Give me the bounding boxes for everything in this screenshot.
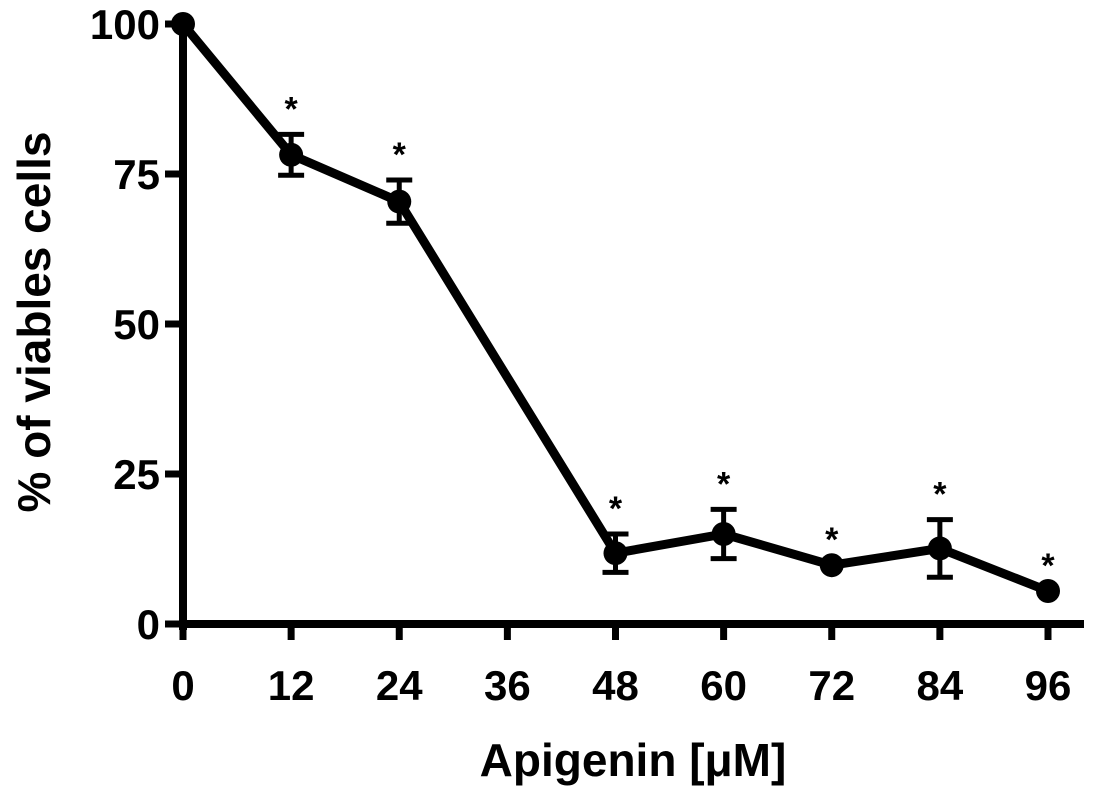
data-point	[387, 189, 412, 214]
significance-marker: *	[1041, 547, 1055, 585]
y-tick-label: 50	[113, 301, 160, 348]
significance-marker: *	[393, 136, 407, 174]
y-tick-label: 0	[137, 601, 160, 648]
x-tick-label: 60	[700, 662, 747, 709]
x-tick-label: 0	[171, 662, 194, 709]
data-point	[711, 522, 736, 546]
data-point	[819, 553, 844, 578]
data-point	[279, 142, 304, 167]
x-axis-label: Apigenin [μM]	[480, 734, 787, 786]
y-axis-label: % of viables cells	[8, 132, 60, 513]
x-tick-label: 12	[268, 662, 315, 709]
plot-area: * * * * * * *	[171, 12, 1060, 603]
x-tick-label: 24	[376, 662, 423, 709]
data-point	[603, 541, 628, 566]
y-tick-label: 100	[90, 1, 160, 48]
significance-marker: *	[825, 521, 839, 559]
x-tick-label: 84	[917, 662, 964, 709]
x-tick-label: 96	[1025, 662, 1072, 709]
axes: 0 12 24 36 48 60 72 84 96 0 25 50 75 100	[90, 1, 1084, 709]
data-point	[927, 536, 952, 561]
data-point	[1036, 579, 1060, 603]
x-tick-label: 36	[484, 662, 531, 709]
significance-marker: *	[609, 490, 623, 528]
series-line	[179, 21, 1050, 596]
significance-marker: *	[933, 476, 947, 514]
data-point	[171, 12, 195, 36]
x-tick-label: 48	[592, 662, 639, 709]
y-tick-label: 75	[113, 151, 160, 198]
y-tick-label: 25	[113, 451, 160, 498]
significance-marker: *	[717, 465, 731, 503]
x-tick-label: 72	[808, 662, 855, 709]
significance-marker: *	[285, 90, 299, 128]
